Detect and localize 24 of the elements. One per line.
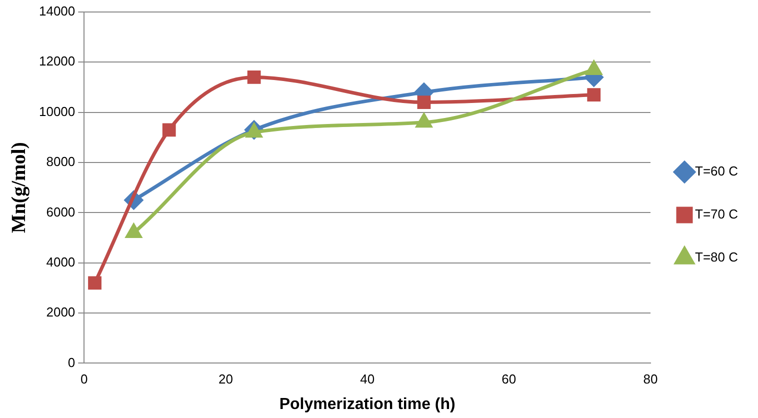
y-tick-label: 2000 bbox=[46, 304, 76, 320]
x-tick-label: 40 bbox=[360, 372, 375, 387]
y-tick-label: 10000 bbox=[38, 104, 76, 119]
point bbox=[587, 88, 601, 102]
x-tick-label: 20 bbox=[218, 372, 233, 387]
x-tick-label: 60 bbox=[502, 372, 516, 387]
legend-label: T=70 C bbox=[695, 206, 738, 222]
y-tick-label: 8000 bbox=[46, 154, 76, 170]
x-tick-label: 0 bbox=[80, 372, 88, 387]
y-tick-label: 14000 bbox=[38, 4, 76, 19]
x-tick-label: 80 bbox=[643, 372, 658, 387]
point bbox=[247, 70, 261, 84]
y-tick-label: 12000 bbox=[38, 54, 76, 69]
x-axis-title: Polymerization time (h) bbox=[279, 396, 456, 413]
point bbox=[88, 276, 102, 290]
point bbox=[126, 224, 142, 238]
point bbox=[417, 96, 431, 110]
point bbox=[162, 123, 176, 137]
y-tick-label: 4000 bbox=[46, 254, 76, 270]
y-tick-label: 6000 bbox=[46, 204, 76, 220]
legend-label: T=60 C bbox=[695, 164, 738, 179]
y-tick-label: 0 bbox=[68, 354, 76, 370]
legend-label: T=80 C bbox=[695, 250, 738, 265]
y-axis-title: Mn(g/mol) bbox=[8, 142, 30, 234]
